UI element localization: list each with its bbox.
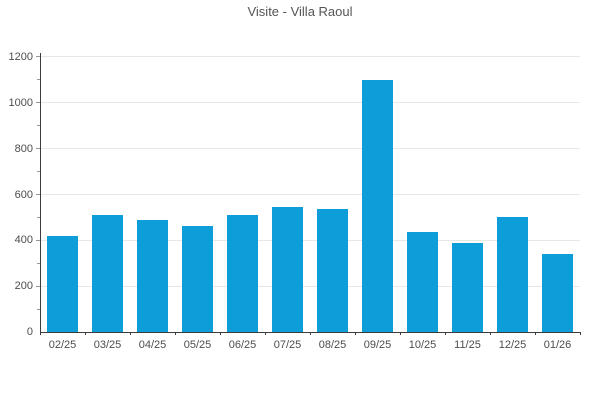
x-tick-9: [444, 332, 446, 336]
y-minor-tick-700: [37, 171, 40, 173]
gridline-1000: [40, 102, 580, 104]
y-tick-label-0: 0: [26, 326, 33, 339]
y-tick-800: [36, 148, 40, 150]
x-tick-11: [534, 332, 536, 336]
x-tick-5: [264, 332, 266, 336]
x-tick-2: [129, 332, 131, 336]
x-tick-3: [174, 332, 176, 336]
bar-01-26[interactable]: [542, 254, 573, 333]
bar-07-25[interactable]: [272, 207, 303, 333]
x-tick-label-05-25: 05/25: [183, 339, 212, 352]
y-tick-label-800: 800: [14, 142, 33, 155]
y-tick-label-400: 400: [14, 234, 33, 247]
bar-04-25[interactable]: [137, 219, 168, 333]
bar-12-25[interactable]: [497, 217, 528, 333]
y-tick-600: [36, 194, 40, 195]
bar-11-25[interactable]: [452, 242, 483, 333]
x-tick-label-12-25: 12/25: [498, 339, 527, 352]
x-tick-label-02-25: 02/25: [48, 339, 77, 352]
gridline-800: [40, 148, 580, 150]
y-minor-tick-300: [37, 262, 40, 264]
y-minor-tick-1100: [37, 79, 40, 81]
x-tick-8: [399, 332, 401, 336]
bar-05-25[interactable]: [182, 225, 213, 333]
bar-02-25[interactable]: [47, 235, 78, 333]
gridline-1200: [40, 56, 580, 58]
y-minor-tick-100: [37, 308, 40, 310]
x-tick-7: [354, 332, 356, 336]
y-tick-200: [36, 285, 40, 287]
y-minor-tick-900: [37, 125, 40, 127]
x-tick-1: [84, 332, 86, 336]
y-tick-label-1000: 1000: [8, 96, 33, 109]
x-tick-label-06-25: 06/25: [228, 339, 257, 352]
x-tick-label-10-25: 10/25: [408, 339, 437, 352]
x-tick-12: [579, 332, 581, 336]
bar-08-25[interactable]: [317, 209, 348, 333]
x-tick-label-11-25: 11/25: [454, 339, 481, 352]
x-tick-0: [39, 332, 41, 336]
gridline-200: [40, 285, 580, 287]
bar-03-25[interactable]: [92, 215, 123, 333]
y-tick-label-200: 200: [14, 280, 33, 293]
y-minor-tick-500: [37, 216, 40, 218]
x-tick-label-03-25: 03/25: [93, 339, 122, 352]
y-axis-line: [39, 53, 41, 333]
y-tick-label-600: 600: [14, 188, 33, 201]
gridline-600: [40, 194, 580, 195]
bar-06-25[interactable]: [227, 215, 258, 333]
x-tick-label-04-25: 04/25: [138, 339, 167, 352]
x-tick-10: [489, 332, 491, 336]
y-tick-1200: [36, 56, 40, 58]
gridline-400: [40, 239, 580, 241]
x-tick-6: [309, 332, 311, 336]
x-tick-4: [219, 332, 221, 336]
y-tick-1000: [36, 102, 40, 104]
x-tick-label-09-25: 09/25: [363, 339, 392, 352]
bar-09-25[interactable]: [362, 79, 393, 333]
y-tick-400: [36, 239, 40, 241]
y-tick-label-1200: 1200: [8, 50, 33, 63]
x-tick-label-07-25: 07/25: [273, 339, 302, 352]
chart-title: Visite - Villa Raoul: [247, 4, 353, 19]
x-tick-label-08-25: 08/25: [318, 339, 347, 352]
bar-10-25[interactable]: [407, 232, 438, 333]
x-tick-label-01-26: 01/26: [543, 339, 572, 352]
